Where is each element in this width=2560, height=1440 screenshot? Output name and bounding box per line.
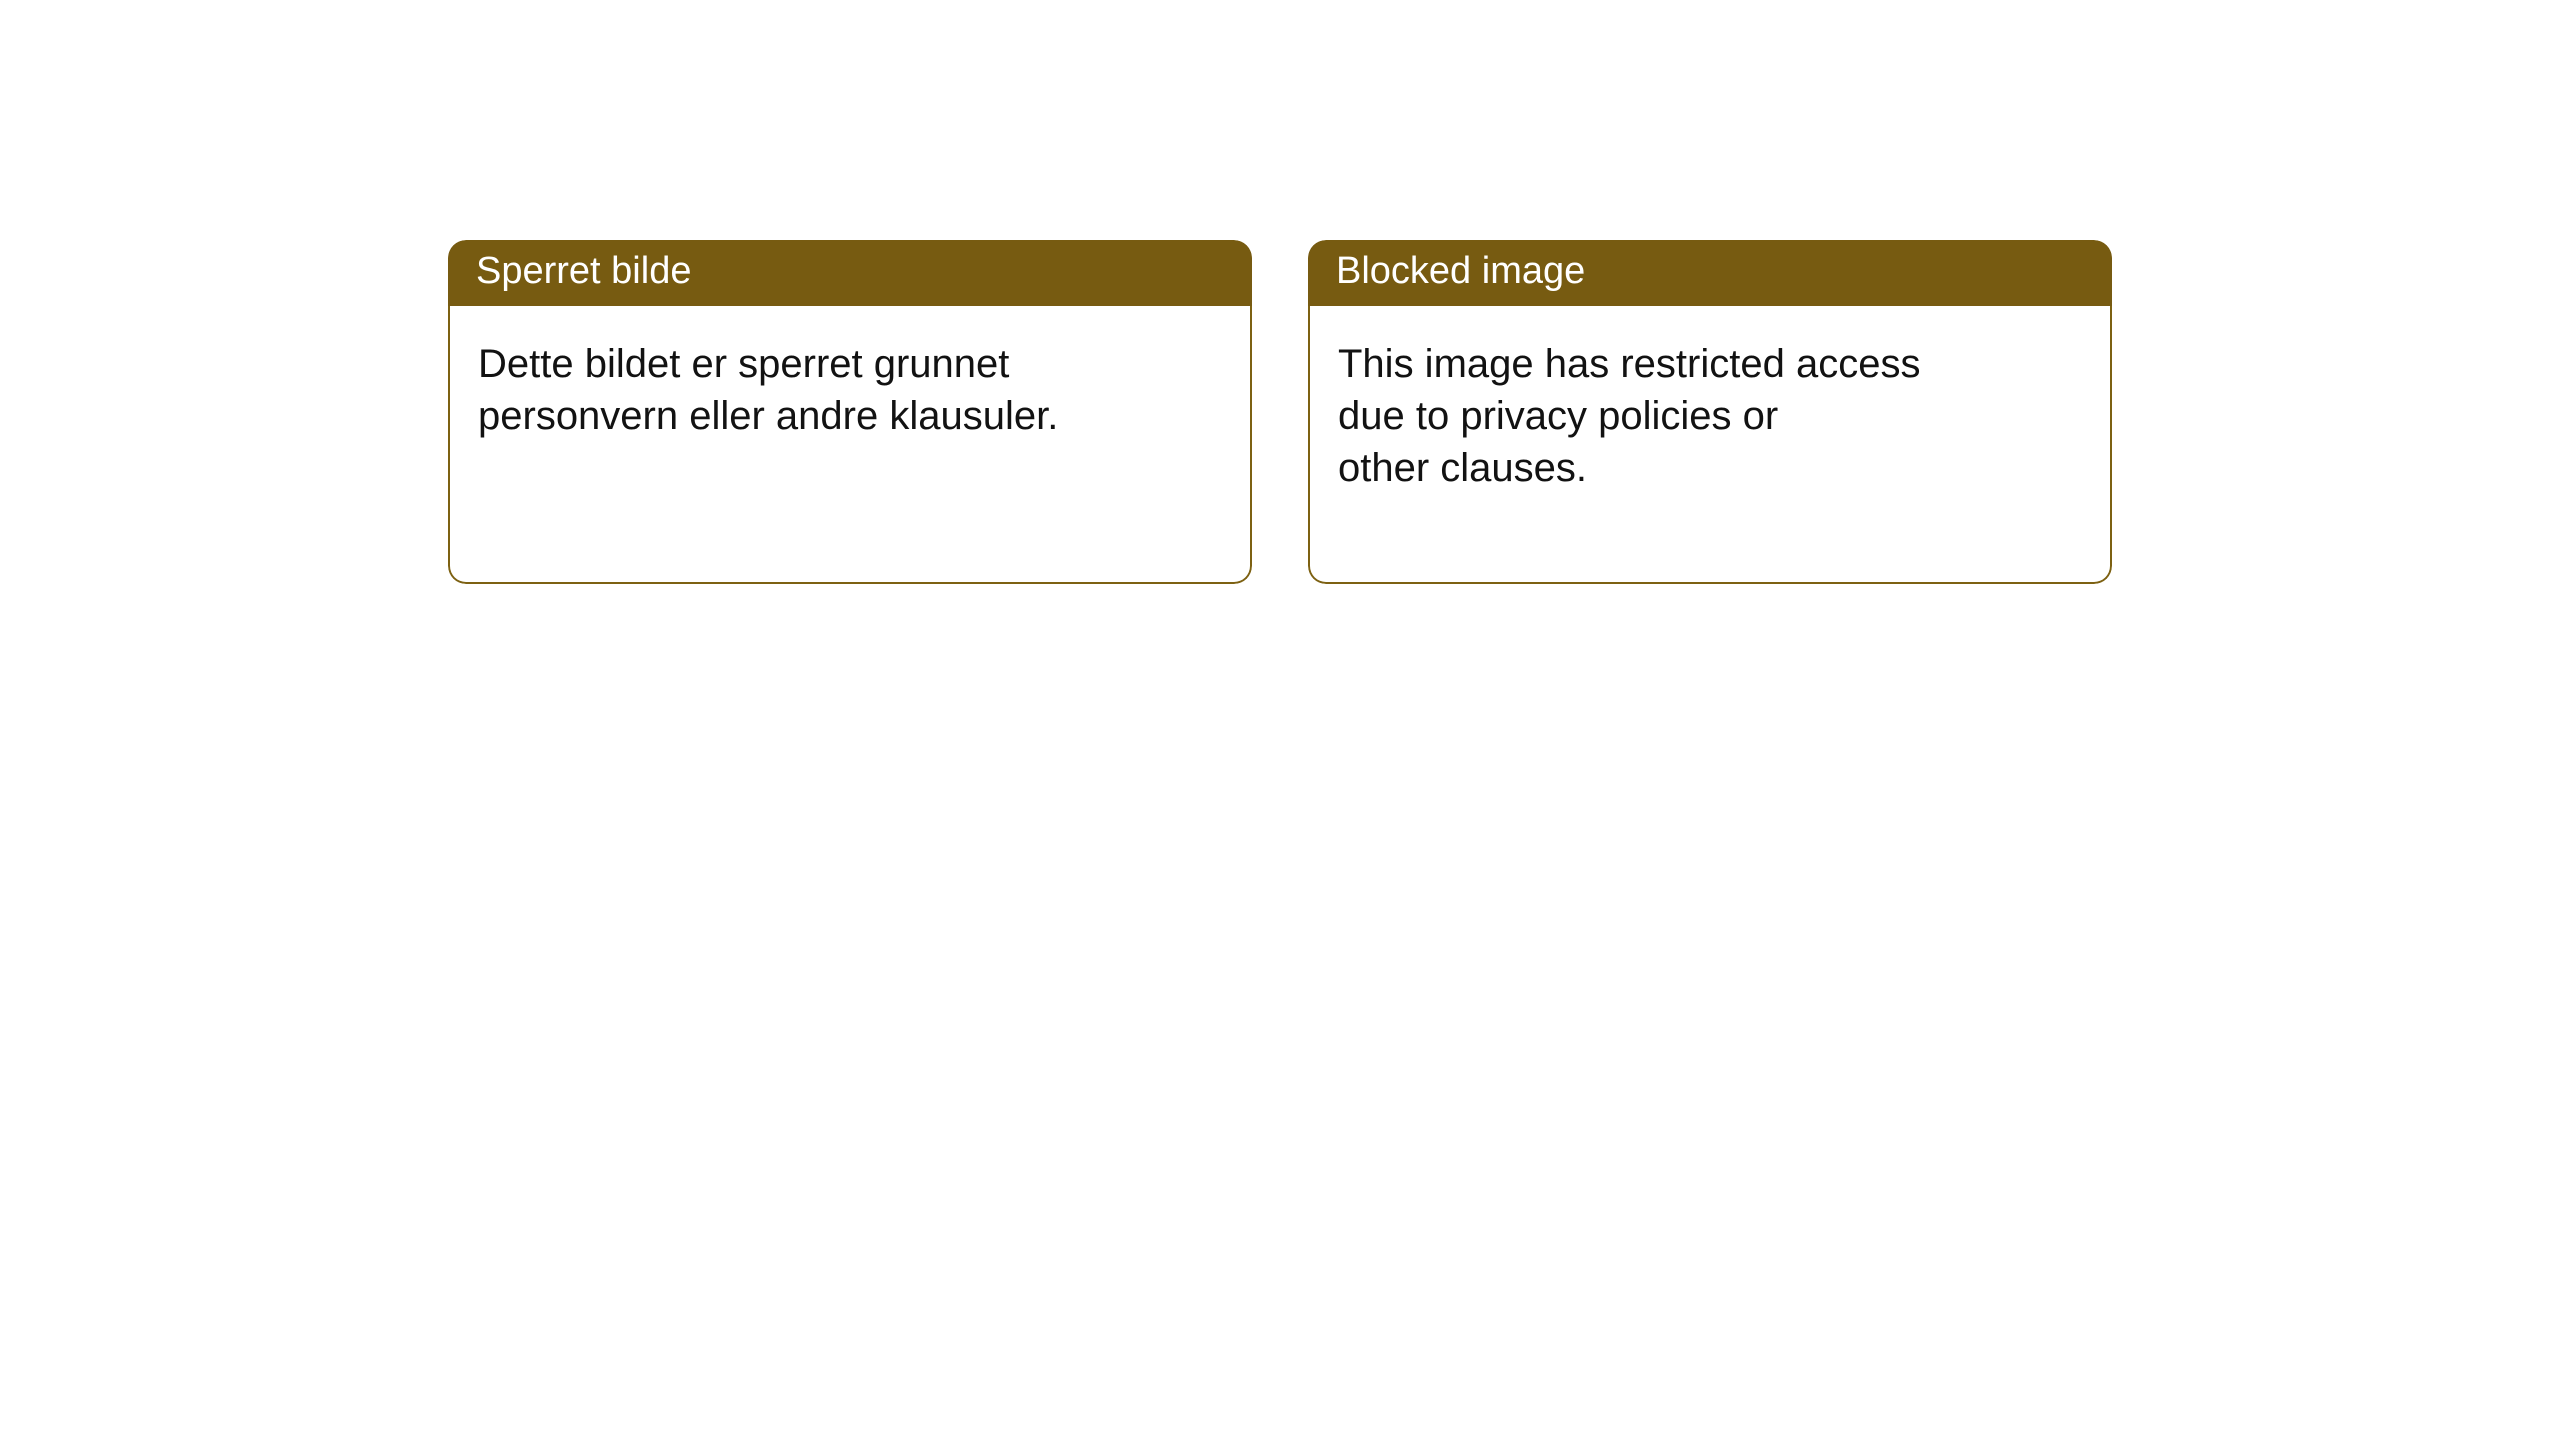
card-body-no: Dette bildet er sperret grunnet personve… <box>448 306 1252 584</box>
card-header-no: Sperret bilde <box>448 240 1252 306</box>
card-body-en: This image has restricted access due to … <box>1308 306 2112 584</box>
cards-row: Sperret bilde Dette bildet er sperret gr… <box>448 240 2112 584</box>
page-root: Sperret bilde Dette bildet er sperret gr… <box>0 0 2560 1440</box>
card-blocked-no: Sperret bilde Dette bildet er sperret gr… <box>448 240 1252 584</box>
card-body-text-en: This image has restricted access due to … <box>1338 342 1920 490</box>
card-body-text-no: Dette bildet er sperret grunnet personve… <box>478 342 1058 438</box>
card-title-no: Sperret bilde <box>476 250 691 292</box>
card-title-en: Blocked image <box>1336 250 1585 292</box>
card-blocked-en: Blocked image This image has restricted … <box>1308 240 2112 584</box>
card-header-en: Blocked image <box>1308 240 2112 306</box>
